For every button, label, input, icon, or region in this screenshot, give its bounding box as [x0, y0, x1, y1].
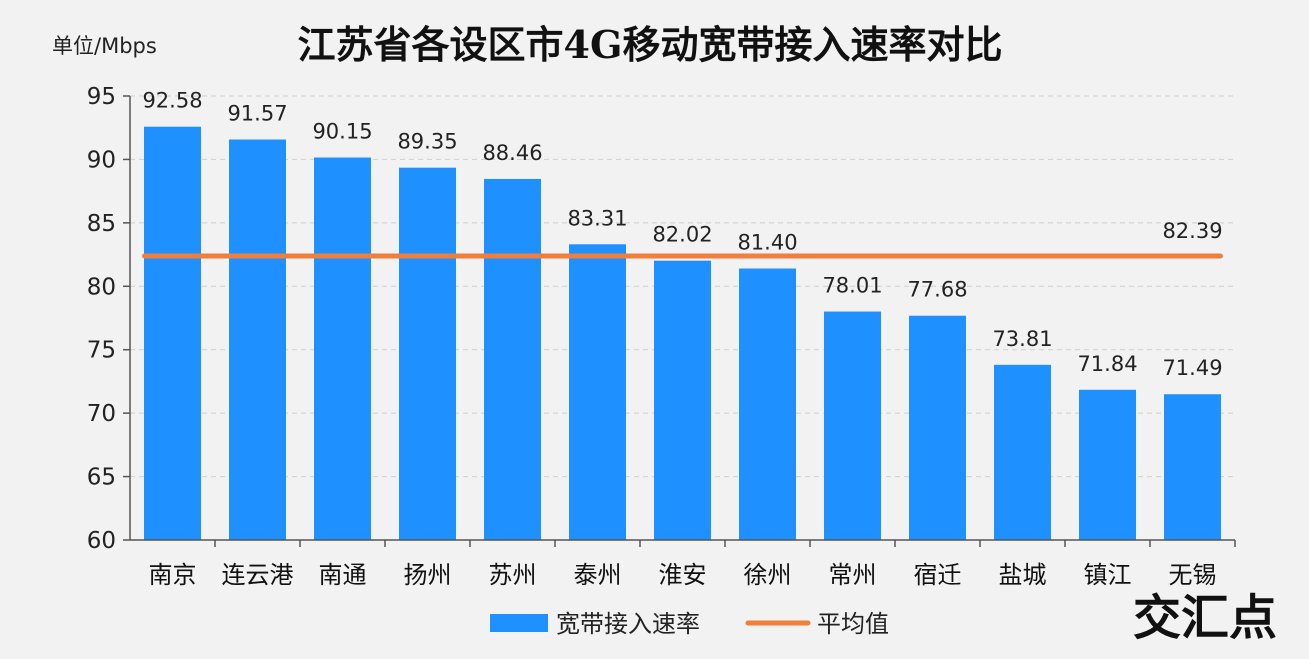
- bar-value-label: 88.46: [482, 141, 542, 165]
- bar: [229, 139, 286, 540]
- legend: 宽带接入速率 平均值: [490, 610, 889, 638]
- bar-value-label: 81.40: [737, 231, 797, 255]
- bar-value-label: 83.31: [567, 206, 627, 230]
- x-category-label: 苏州: [489, 561, 537, 589]
- legend-bar-swatch: [490, 614, 548, 632]
- y-tick-label: 85: [87, 211, 116, 237]
- x-category-label: 南通: [319, 561, 367, 589]
- bar-value-label: 71.84: [1077, 352, 1137, 376]
- bar-value-label: 89.35: [397, 130, 457, 154]
- x-category-label: 常州: [829, 561, 877, 589]
- y-tick-label: 75: [87, 338, 116, 364]
- y-tick-label: 90: [87, 147, 116, 173]
- x-category-label: 淮安: [659, 561, 707, 589]
- y-tick-label: 60: [87, 528, 116, 554]
- x-category-label: 镇江: [1084, 561, 1132, 589]
- average-value-label: 82.39: [1162, 219, 1222, 243]
- watermark-logo: 交汇点: [1133, 590, 1277, 646]
- average-line-group: 82.39: [142, 219, 1223, 259]
- bars: 92.58 91.57 90.15 89.35 88.46 83.31 82.02 81.40…: [142, 89, 1223, 541]
- unit-label: 单位/Mbps: [52, 34, 157, 58]
- bar: [1079, 389, 1136, 540]
- x-category-label: 宿迁: [914, 561, 962, 589]
- bar-value-label: 73.81: [992, 327, 1052, 351]
- bar: [1164, 394, 1221, 540]
- x-category-label: 南京: [149, 561, 197, 589]
- bar-value-label: 90.15: [312, 120, 372, 144]
- bar: [484, 178, 541, 540]
- x-category-label: 徐州: [744, 561, 792, 589]
- bar-value-label: 78.01: [822, 274, 882, 298]
- bar: [994, 364, 1051, 540]
- bar: [314, 157, 371, 541]
- bar-value-label: 92.58: [142, 89, 202, 113]
- bar: [569, 244, 626, 540]
- bar: [909, 315, 966, 540]
- bar: [654, 260, 711, 540]
- chart-title: 江苏省各设区市4G移动宽带接入速率对比: [298, 22, 1003, 67]
- x-category-label: 泰州: [574, 561, 622, 589]
- x-category-label: 无锡: [1169, 561, 1217, 589]
- bar-value-label: 77.68: [907, 278, 967, 302]
- y-tick-label: 95: [87, 84, 116, 110]
- x-axis: 南京 连云港 南通 扬州 苏州 泰州 淮安 徐州 常州 宿迁 盐城 镇江 无锡: [130, 539, 1236, 589]
- bar-value-label: 91.57: [227, 102, 287, 126]
- x-category-label: 扬州: [404, 561, 452, 589]
- bar-value-label: 82.02: [652, 223, 712, 247]
- bar: [824, 311, 881, 540]
- bar-value-label: 71.49: [1162, 356, 1222, 380]
- x-category-label: 连云港: [222, 561, 294, 589]
- bar: [144, 126, 201, 540]
- legend-line-label: 平均值: [817, 610, 889, 638]
- y-tick-label: 80: [87, 274, 116, 300]
- y-tick-label: 65: [87, 465, 116, 491]
- y-tick-label: 70: [87, 401, 116, 427]
- bar: [739, 268, 796, 540]
- y-axis: 60 65 70 75 80 85 90 95: [87, 84, 131, 554]
- x-category-label: 盐城: [999, 561, 1047, 589]
- legend-bar-label: 宽带接入速率: [556, 610, 700, 638]
- bar: [399, 167, 456, 540]
